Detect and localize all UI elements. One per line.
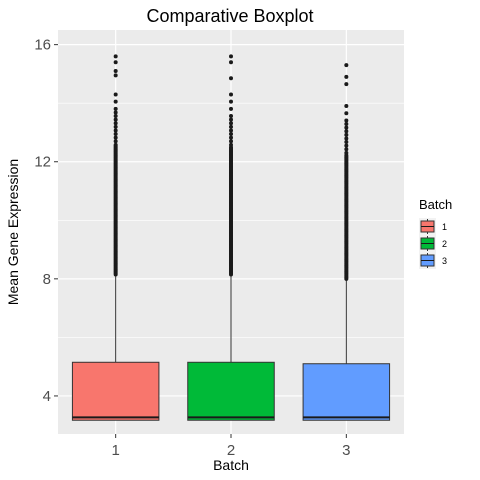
outlier-point xyxy=(229,142,233,147)
box-group-batch-2 xyxy=(187,54,275,421)
outlier-point xyxy=(229,128,233,133)
outlier-point xyxy=(113,60,118,65)
legend-label-batch-3: 3 xyxy=(442,256,447,266)
x-tick-label: 1 xyxy=(111,442,119,459)
outlier-point xyxy=(229,60,233,65)
box-batch-1 xyxy=(71,361,160,421)
outlier-point xyxy=(113,142,118,147)
box-group-batch-1 xyxy=(71,54,160,421)
box-layer xyxy=(71,54,391,421)
legend-key-batch-1: 1 xyxy=(419,218,447,235)
outlier-point xyxy=(229,99,233,104)
outlier-point xyxy=(229,76,233,81)
outlier-point xyxy=(229,117,233,122)
outlier-point xyxy=(113,128,118,133)
outlier-point xyxy=(229,54,233,59)
outlier-point xyxy=(229,124,233,129)
outlier-point xyxy=(113,106,118,111)
outlier-point xyxy=(344,82,349,87)
legend-label-batch-2: 2 xyxy=(442,239,447,249)
outlier-point xyxy=(113,135,118,140)
outlier-point xyxy=(229,121,233,126)
x-axis-ticks: 1 2 3 xyxy=(111,434,351,459)
outlier-point xyxy=(344,125,349,130)
y-axis-title: Mean Gene Expression xyxy=(5,159,21,305)
legend-title: Batch xyxy=(419,197,452,212)
outlier-point xyxy=(229,135,233,140)
outlier-point xyxy=(113,73,118,78)
outlier-point xyxy=(344,111,349,116)
box-group-batch-3 xyxy=(302,63,391,421)
outlier-point xyxy=(344,143,349,148)
legend-key-batch-3: 3 xyxy=(419,252,447,269)
x-axis-title: Batch xyxy=(213,457,249,473)
legend-key-batch-2: 2 xyxy=(419,235,447,252)
outlier-point xyxy=(113,132,118,137)
outlier-point xyxy=(113,68,118,73)
x-tick-label: 3 xyxy=(342,442,350,459)
outlier-point xyxy=(344,140,349,145)
y-tick-label: 16 xyxy=(34,37,51,54)
y-axis-ticks: 4 8 12 16 xyxy=(34,37,58,405)
legend-label-batch-1: 1 xyxy=(442,222,447,232)
outlier-point xyxy=(113,99,118,104)
outlier-point xyxy=(113,124,118,129)
outlier-point xyxy=(229,132,233,137)
outlier-point xyxy=(113,121,118,126)
y-tick-label: 8 xyxy=(43,271,51,288)
outlier-point xyxy=(113,54,118,59)
outlier-point xyxy=(113,110,118,115)
outlier-point xyxy=(344,150,349,155)
outlier-point xyxy=(344,104,349,109)
outlier-point xyxy=(344,132,349,137)
chart-title: Comparative Boxplot xyxy=(146,6,313,26)
outlier-point xyxy=(113,92,118,97)
outlier-point xyxy=(344,63,349,68)
outlier-point xyxy=(113,114,118,119)
outlier-point xyxy=(113,139,118,144)
box-batch-2 xyxy=(187,361,275,421)
outlier-point xyxy=(229,139,233,144)
box-batch-3 xyxy=(302,363,391,421)
legend: Batch 1 2 3 xyxy=(419,197,452,269)
outlier-point xyxy=(229,114,233,119)
outlier-point xyxy=(113,117,118,122)
outlier-point xyxy=(344,122,349,127)
y-tick-label: 12 xyxy=(34,154,51,171)
outlier-point xyxy=(229,106,233,111)
outlier-point xyxy=(229,92,233,97)
outlier-point xyxy=(344,129,349,134)
x-tick-label: 2 xyxy=(227,442,235,459)
outlier-point xyxy=(344,118,349,123)
outlier-point xyxy=(344,136,349,141)
outlier-point xyxy=(344,74,349,79)
outlier-point xyxy=(344,147,349,152)
y-tick-label: 4 xyxy=(43,388,51,405)
